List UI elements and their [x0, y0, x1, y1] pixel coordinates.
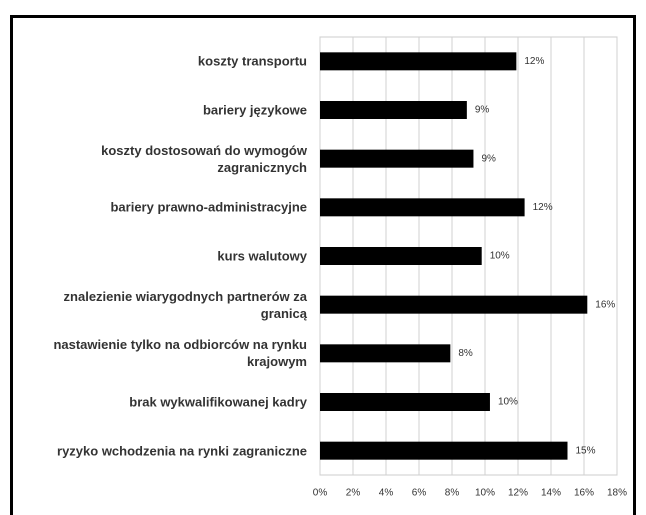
- data-label: 9%: [481, 153, 496, 164]
- x-tick-label: 12%: [508, 488, 528, 499]
- bar: [320, 295, 588, 314]
- bar: [320, 441, 568, 460]
- x-tick-label: 6%: [412, 488, 427, 499]
- bar: [320, 247, 482, 265]
- y-tick-label: koszty dostosowań do wymogów zagraniczny…: [101, 142, 307, 175]
- bar: [320, 344, 451, 363]
- data-label: 10%: [498, 397, 518, 408]
- data-label: 8%: [458, 348, 473, 359]
- data-label: 10%: [490, 251, 510, 262]
- bar: [320, 149, 474, 168]
- x-tick-label: 18%: [607, 488, 627, 499]
- y-tick-label: nastawienie tylko na odbiorców na rynku …: [53, 337, 307, 370]
- bar: [320, 52, 517, 71]
- y-tick-label: bariery prawno-administracyjne: [110, 199, 307, 215]
- y-tick-label: bariery językowe: [202, 102, 307, 118]
- y-tick-label: brak wykwalifikowanej kadry: [129, 394, 307, 410]
- x-tick-label: 16%: [574, 488, 594, 499]
- bar: [320, 198, 525, 217]
- y-tick-label: znalezienie wiarygodnych partnerów za gr…: [63, 288, 307, 321]
- bar: [320, 393, 490, 411]
- y-tick-label: kurs walutowy: [217, 248, 307, 264]
- y-tick-label: ryzyko wchodzenia na rynki zagraniczne: [57, 443, 307, 459]
- data-label: 16%: [595, 299, 615, 310]
- x-tick-label: 2%: [346, 488, 361, 499]
- x-tick-label: 8%: [445, 488, 460, 499]
- data-label: 9%: [475, 105, 490, 116]
- y-tick-label: koszty transportu: [197, 53, 307, 69]
- x-tick-label: 4%: [379, 488, 394, 499]
- x-tick-label: 0%: [313, 488, 328, 499]
- x-tick-label: 10%: [475, 488, 495, 499]
- x-tick-label: 14%: [541, 488, 561, 499]
- data-label: 12%: [524, 56, 544, 67]
- chart-frame: [10, 15, 636, 515]
- bar: [320, 101, 467, 119]
- data-label: 15%: [576, 445, 596, 456]
- data-label: 12%: [533, 202, 553, 213]
